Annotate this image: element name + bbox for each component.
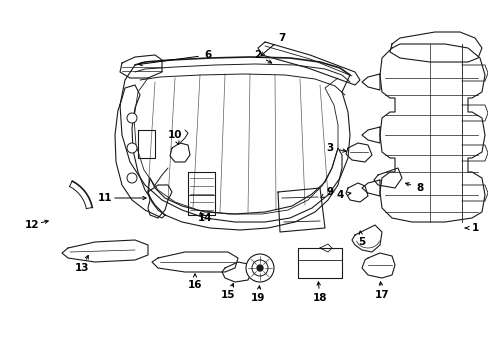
Polygon shape — [148, 148, 341, 230]
Polygon shape — [361, 127, 379, 143]
Text: 3: 3 — [325, 143, 333, 153]
Polygon shape — [297, 248, 341, 278]
Polygon shape — [222, 262, 251, 282]
Text: 2: 2 — [254, 50, 261, 60]
Polygon shape — [361, 253, 394, 278]
Polygon shape — [152, 252, 238, 272]
Polygon shape — [346, 183, 367, 202]
Polygon shape — [170, 143, 190, 162]
Text: 14: 14 — [197, 213, 212, 223]
Text: 5: 5 — [358, 237, 365, 247]
Polygon shape — [346, 143, 371, 162]
Polygon shape — [258, 42, 359, 85]
Text: 4: 4 — [336, 190, 343, 200]
Polygon shape — [115, 85, 164, 218]
Text: 13: 13 — [75, 263, 89, 273]
Text: 18: 18 — [312, 293, 326, 303]
Text: 9: 9 — [326, 187, 333, 197]
Circle shape — [245, 254, 273, 282]
Circle shape — [127, 113, 137, 123]
Polygon shape — [361, 180, 379, 196]
Polygon shape — [120, 55, 162, 78]
Text: 8: 8 — [415, 183, 423, 193]
Polygon shape — [138, 130, 155, 158]
Polygon shape — [361, 74, 379, 90]
Text: 16: 16 — [187, 280, 202, 290]
Text: 11: 11 — [98, 193, 112, 203]
Circle shape — [127, 143, 137, 153]
Text: 19: 19 — [250, 293, 264, 303]
Polygon shape — [120, 65, 349, 222]
Circle shape — [251, 260, 267, 276]
Polygon shape — [278, 188, 325, 232]
Circle shape — [257, 265, 263, 271]
Text: 7: 7 — [278, 33, 285, 43]
Text: 17: 17 — [374, 290, 388, 300]
Text: 6: 6 — [204, 50, 211, 60]
Polygon shape — [379, 44, 484, 222]
Polygon shape — [62, 240, 148, 262]
Polygon shape — [389, 32, 481, 62]
Polygon shape — [351, 225, 381, 252]
Polygon shape — [187, 172, 215, 215]
Text: 1: 1 — [470, 223, 478, 233]
Circle shape — [127, 173, 137, 183]
Text: 10: 10 — [167, 130, 182, 140]
Polygon shape — [148, 185, 172, 218]
Text: 15: 15 — [220, 290, 235, 300]
Text: 12: 12 — [25, 220, 39, 230]
Polygon shape — [373, 168, 401, 188]
